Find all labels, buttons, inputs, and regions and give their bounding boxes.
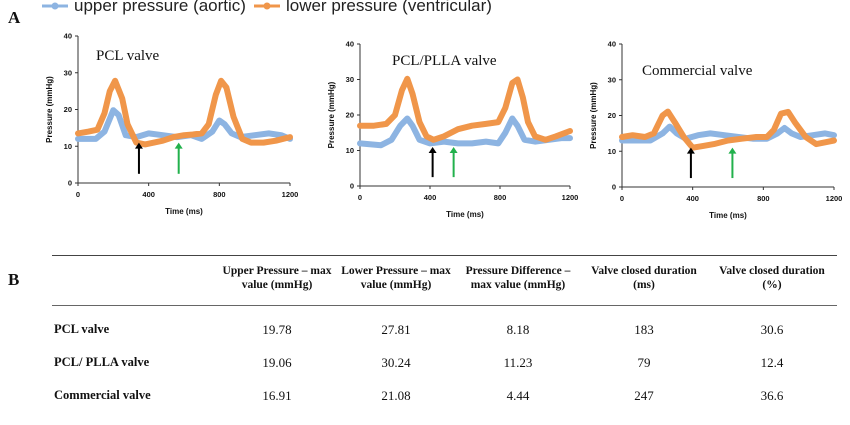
chart-title: PCL/PLLA valve [392, 53, 497, 69]
x-tick-label: 1200 [282, 190, 299, 199]
x-tick-label: 400 [424, 193, 437, 202]
y-tick-label: 30 [346, 75, 354, 84]
series-line-lower-pressure [75, 77, 293, 148]
black-arrow-icon [428, 146, 437, 178]
green-arrow-icon [174, 142, 183, 174]
x-tick-label: 800 [494, 193, 507, 202]
x-tick-label: 400 [142, 190, 155, 199]
y-tick-label: 0 [612, 183, 616, 192]
table-header-cell: Lower Pressure – max value (mmHg) [341, 265, 451, 292]
chart-title: Commercial valve [642, 63, 753, 79]
table-row-label: PCL valve [52, 304, 217, 349]
y-tick-label: 30 [64, 68, 72, 77]
table-cell: 16.91 [262, 387, 292, 403]
black-arrow-icon [686, 147, 695, 179]
table-row-label: PCL/ PLLA valve [54, 355, 150, 370]
table-header-cell: Upper Pressure – max value (mmHg) [222, 265, 332, 292]
table-header-row: Upper Pressure – max value (mmHg) Lower … [52, 255, 837, 306]
green-arrow-icon [728, 147, 737, 179]
series-line-upper-pressure [357, 115, 573, 149]
table-cell: 30.6 [707, 304, 837, 349]
series-line-upper-pressure [619, 123, 837, 144]
y-tick-label: 40 [64, 32, 72, 41]
x-tick-label: 1200 [826, 194, 843, 203]
y-tick-label: 10 [64, 142, 72, 151]
legend-lower-label: lower pressure (ventricular) [285, 0, 492, 15]
table-cell: 30.24 [381, 354, 411, 370]
table-cell: 183 [581, 304, 707, 349]
panel-b-label: B [8, 270, 20, 289]
y-tick-label: 30 [608, 75, 616, 84]
x-axis-title: Time (ms) [165, 207, 203, 216]
table-cell: 19.78 [217, 304, 337, 349]
table-cell: 11.23 [503, 354, 533, 370]
x-tick-label: 1200 [562, 193, 579, 202]
y-tick-label: 0 [350, 182, 354, 191]
chart-legend: upper pressure (aortic) lower pressure (… [40, 0, 492, 16]
x-tick-label: 0 [358, 193, 362, 202]
series-line-lower-pressure [357, 75, 573, 143]
series-line-lower-pressure [619, 108, 837, 151]
y-tick-label: 20 [346, 111, 354, 120]
table-cell: 79 [637, 354, 651, 370]
table-cell: 12.4 [760, 354, 784, 370]
table-cell: 247 [634, 387, 654, 403]
table-row: Commercial valve 16.91 21.08 4.44 247 36… [52, 382, 837, 415]
table-cell: 8.18 [455, 304, 581, 349]
y-tick-label: 10 [346, 146, 354, 155]
table-header-cell: Valve closed duration (ms) [591, 265, 697, 292]
legend-upper-label: upper pressure (aortic) [74, 0, 246, 15]
table-header-cell: Valve closed duration (%) [719, 265, 825, 292]
table-header-cell [52, 256, 217, 306]
y-tick-label: 40 [608, 40, 616, 49]
table-cell: 27.81 [337, 304, 455, 349]
legend-upper: upper pressure (aortic) [40, 0, 246, 16]
table-row: PCL valve 19.78 27.81 8.18 183 30.6 [52, 304, 837, 349]
x-tick-label: 400 [686, 194, 699, 203]
y-axis-title: Pressure (mmHg) [589, 82, 598, 149]
y-tick-label: 40 [346, 40, 354, 49]
x-tick-label: 0 [620, 194, 624, 203]
y-tick-label: 10 [608, 147, 616, 156]
legend-lower-swatch [253, 2, 280, 10]
x-axis-title: Time (ms) [709, 211, 747, 220]
black-arrow-icon [134, 142, 143, 174]
y-tick-label: 0 [68, 179, 72, 188]
y-tick-label: 20 [608, 111, 616, 120]
legend-upper-swatch [42, 2, 68, 10]
legend-lower: lower pressure (ventricular) [252, 0, 492, 16]
panel-a-label: A [8, 8, 21, 27]
x-axis-title: Time (ms) [446, 210, 484, 219]
x-tick-label: 0 [76, 190, 80, 199]
results-table: Upper Pressure – max value (mmHg) Lower … [52, 255, 837, 415]
chart-title: PCL valve [96, 48, 160, 64]
table-cell: 19.06 [262, 354, 292, 370]
green-arrow-icon [449, 146, 458, 178]
table-row-label: Commercial valve [54, 388, 151, 403]
table-cell: 21.08 [381, 387, 411, 403]
x-tick-label: 800 [757, 194, 770, 203]
y-axis-title: Pressure (mmHg) [45, 76, 54, 143]
table-row: PCL/ PLLA valve 19.06 30.24 11.23 79 12.… [52, 349, 837, 382]
table-cell: 36.6 [760, 387, 784, 403]
x-tick-label: 800 [213, 190, 226, 199]
table-cell: 4.44 [506, 387, 530, 403]
table-header-cell: Pressure Difference – max value (mmHg) [465, 265, 571, 292]
y-tick-label: 20 [64, 105, 72, 114]
y-axis-title: Pressure (mmHg) [327, 81, 336, 148]
